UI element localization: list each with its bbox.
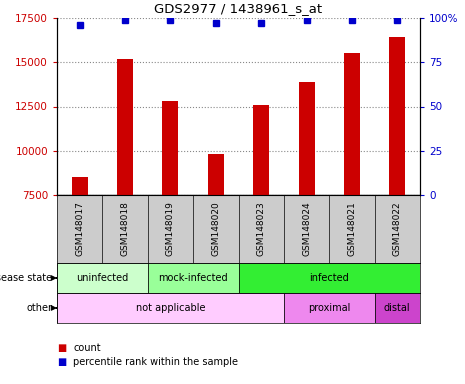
Text: GSM148022: GSM148022 bbox=[393, 202, 402, 256]
Bar bbox=[299, 82, 314, 195]
Text: not applicable: not applicable bbox=[136, 303, 205, 313]
Text: proximal: proximal bbox=[308, 303, 351, 313]
Text: other: other bbox=[27, 303, 53, 313]
Text: GSM148023: GSM148023 bbox=[257, 202, 266, 257]
Text: ■: ■ bbox=[57, 357, 66, 367]
Bar bbox=[57, 293, 284, 323]
Bar bbox=[253, 105, 269, 195]
Text: mock-infected: mock-infected bbox=[158, 273, 228, 283]
Text: uninfected: uninfected bbox=[76, 273, 128, 283]
Text: GSM148019: GSM148019 bbox=[166, 202, 175, 257]
Text: ■: ■ bbox=[57, 343, 66, 353]
Text: disease state: disease state bbox=[0, 273, 53, 283]
Bar bbox=[389, 38, 405, 195]
Title: GDS2977 / 1438961_s_at: GDS2977 / 1438961_s_at bbox=[154, 2, 323, 15]
Text: distal: distal bbox=[384, 303, 411, 313]
Text: infected: infected bbox=[309, 273, 349, 283]
Text: GSM148020: GSM148020 bbox=[211, 202, 220, 257]
Bar bbox=[284, 293, 375, 323]
Text: GSM148018: GSM148018 bbox=[120, 202, 130, 257]
Text: GSM148024: GSM148024 bbox=[302, 202, 311, 256]
Bar bbox=[148, 263, 239, 293]
Bar bbox=[344, 53, 360, 195]
Bar bbox=[162, 101, 179, 195]
Bar bbox=[72, 177, 87, 195]
Bar bbox=[117, 59, 133, 195]
Bar bbox=[208, 154, 224, 195]
Bar bbox=[375, 293, 420, 323]
Text: GSM148017: GSM148017 bbox=[75, 202, 84, 257]
Text: GSM148021: GSM148021 bbox=[347, 202, 357, 257]
Text: count: count bbox=[73, 343, 101, 353]
Bar bbox=[57, 263, 148, 293]
Bar bbox=[239, 263, 420, 293]
Text: percentile rank within the sample: percentile rank within the sample bbox=[73, 357, 238, 367]
